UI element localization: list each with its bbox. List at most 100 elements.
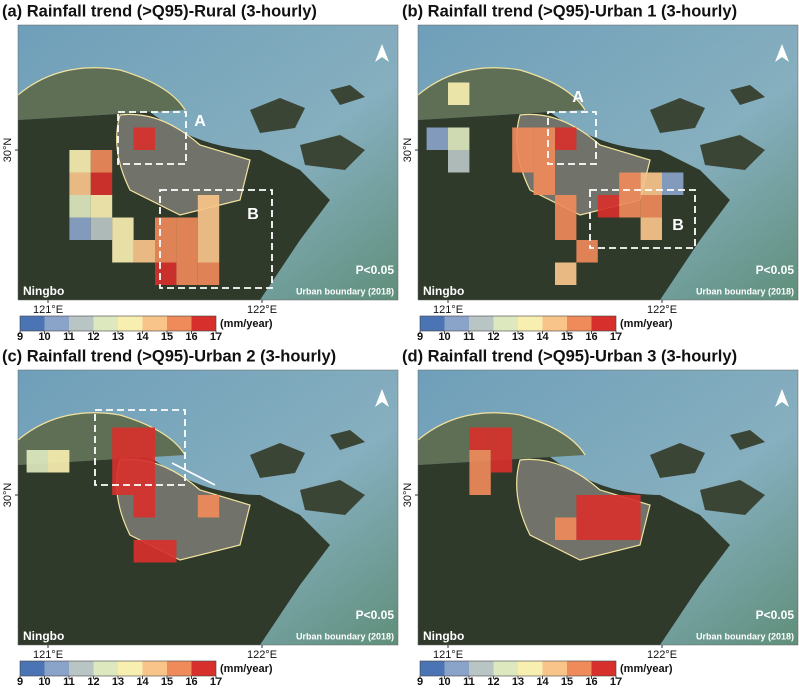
trend-cell [448, 127, 470, 150]
lat-tick-label: 30°N [2, 138, 14, 163]
trend-cell [640, 195, 662, 218]
colorbar-bin [591, 316, 616, 331]
trend-cell [619, 172, 641, 195]
trend-cell [597, 517, 620, 540]
colorbar-label: 9 [17, 331, 23, 343]
trend-cell [555, 517, 577, 540]
islands [250, 85, 365, 170]
colorbar-label: 11 [463, 676, 475, 688]
trend-cell [90, 172, 113, 195]
trend-cell [512, 127, 534, 150]
colorbar-label: 15 [561, 676, 573, 688]
box-label: B [672, 217, 684, 234]
boundary-legend: Urban boundary (2018) [296, 631, 394, 641]
panel: (d) Rainfall trend (>Q95)-Urban 3 (3-hou… [402, 347, 799, 688]
colorbar-bin [469, 316, 494, 331]
colorbar-label: 11 [63, 331, 75, 343]
colorbar-label: 16 [585, 331, 597, 343]
lat-tick-label: 30°N [402, 138, 414, 163]
colorbar-label: 13 [512, 331, 524, 343]
colorbar-bin [44, 316, 69, 331]
trend-cell [90, 150, 113, 173]
panel: (a) Rainfall trend (>Q95)-Rural (3-hourl… [2, 2, 399, 343]
trend-cell [155, 240, 177, 263]
trend-cell [597, 495, 620, 518]
colorbar-label: 10 [438, 331, 450, 343]
trend-cell [90, 195, 113, 218]
place-name: Ningbo [23, 629, 64, 643]
trend-cell [197, 195, 220, 218]
trend-cell [112, 217, 134, 240]
trend-cell [555, 127, 577, 150]
colorbar-label: 17 [210, 676, 222, 688]
trend-cell [26, 450, 48, 473]
map-frame [17, 24, 399, 301]
trend-cell [133, 472, 155, 495]
trend-cell [112, 472, 134, 495]
trend-cell [112, 240, 134, 263]
north-arrow [375, 44, 389, 62]
trend-cell [469, 472, 491, 495]
trend-cell [426, 127, 448, 150]
trend-cell [133, 540, 155, 563]
colorbar-label: 15 [161, 331, 173, 343]
trend-cell [662, 172, 684, 195]
panel-title: (b) Rainfall trend (>Q95)-Urban 1 (3-hou… [402, 2, 737, 20]
trend-cell [640, 172, 662, 195]
colorbar-bin [44, 661, 69, 676]
colorbar-label: 16 [185, 331, 197, 343]
panel-title: (c) Rainfall trend (>Q95)-Urban 2 (3-hou… [2, 347, 336, 365]
colorbar-label: 12 [487, 331, 499, 343]
boundary-legend: Urban boundary (2018) [696, 631, 794, 641]
colorbar-unit: (mm/year) [220, 318, 273, 330]
colorbar-label: 17 [610, 676, 622, 688]
colorbar-label: 10 [438, 676, 450, 688]
trend-cell [112, 427, 134, 450]
significance: P<0.05 [756, 608, 795, 622]
colorbar-bin [518, 316, 543, 331]
trend-cell [619, 495, 641, 518]
colorbar-bin [567, 316, 592, 331]
box-label: A [572, 89, 584, 106]
colorbar-bin [142, 661, 167, 676]
colorbar-bin [69, 316, 94, 331]
colorbar-unit: (mm/year) [220, 663, 273, 675]
colorbar-label: 11 [463, 331, 475, 343]
colorbar-bin [542, 661, 567, 676]
colorbar-label: 15 [161, 676, 173, 688]
colorbar-bin [167, 661, 192, 676]
colorbar-label: 11 [63, 676, 75, 688]
lon-tick-label: 122°E [647, 304, 677, 316]
trend-cell [90, 217, 113, 240]
lon-tick-label: 122°E [247, 649, 277, 661]
boundary-legend: Urban boundary (2018) [296, 286, 394, 296]
colorbar-bin [469, 661, 494, 676]
panel: (b) Rainfall trend (>Q95)-Urban 1 (3-hou… [402, 2, 799, 343]
trend-cell [512, 150, 534, 173]
colorbar-bin [420, 661, 445, 676]
colorbar-label: 13 [112, 331, 124, 343]
trend-cell [48, 450, 70, 473]
islands [250, 430, 365, 515]
panel-title: (a) Rainfall trend (>Q95)-Rural (3-hourl… [2, 2, 317, 20]
colorbar-bin [493, 316, 518, 331]
map [18, 25, 398, 300]
islands [650, 85, 765, 170]
colorbar-bin [20, 316, 45, 331]
trend-cell [197, 262, 220, 285]
trend-cell [155, 217, 177, 240]
colorbar-label: 14 [536, 676, 549, 688]
trend-cell [555, 217, 577, 240]
land-north [418, 67, 585, 120]
colorbar-bin [591, 661, 616, 676]
trend-cell [133, 450, 155, 473]
box-a [117, 111, 187, 165]
colorbar-label: 16 [585, 676, 597, 688]
trend-cell [133, 427, 155, 450]
place-name: Ningbo [423, 284, 464, 298]
colorbar-bin [444, 661, 469, 676]
box-b [589, 189, 696, 249]
colorbar-bin [167, 316, 192, 331]
trend-cell [197, 240, 220, 263]
colorbar-label: 17 [610, 331, 622, 343]
